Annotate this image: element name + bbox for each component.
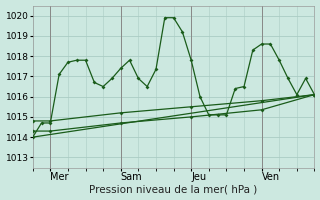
X-axis label: Pression niveau de la mer( hPa ): Pression niveau de la mer( hPa ) xyxy=(90,184,258,194)
